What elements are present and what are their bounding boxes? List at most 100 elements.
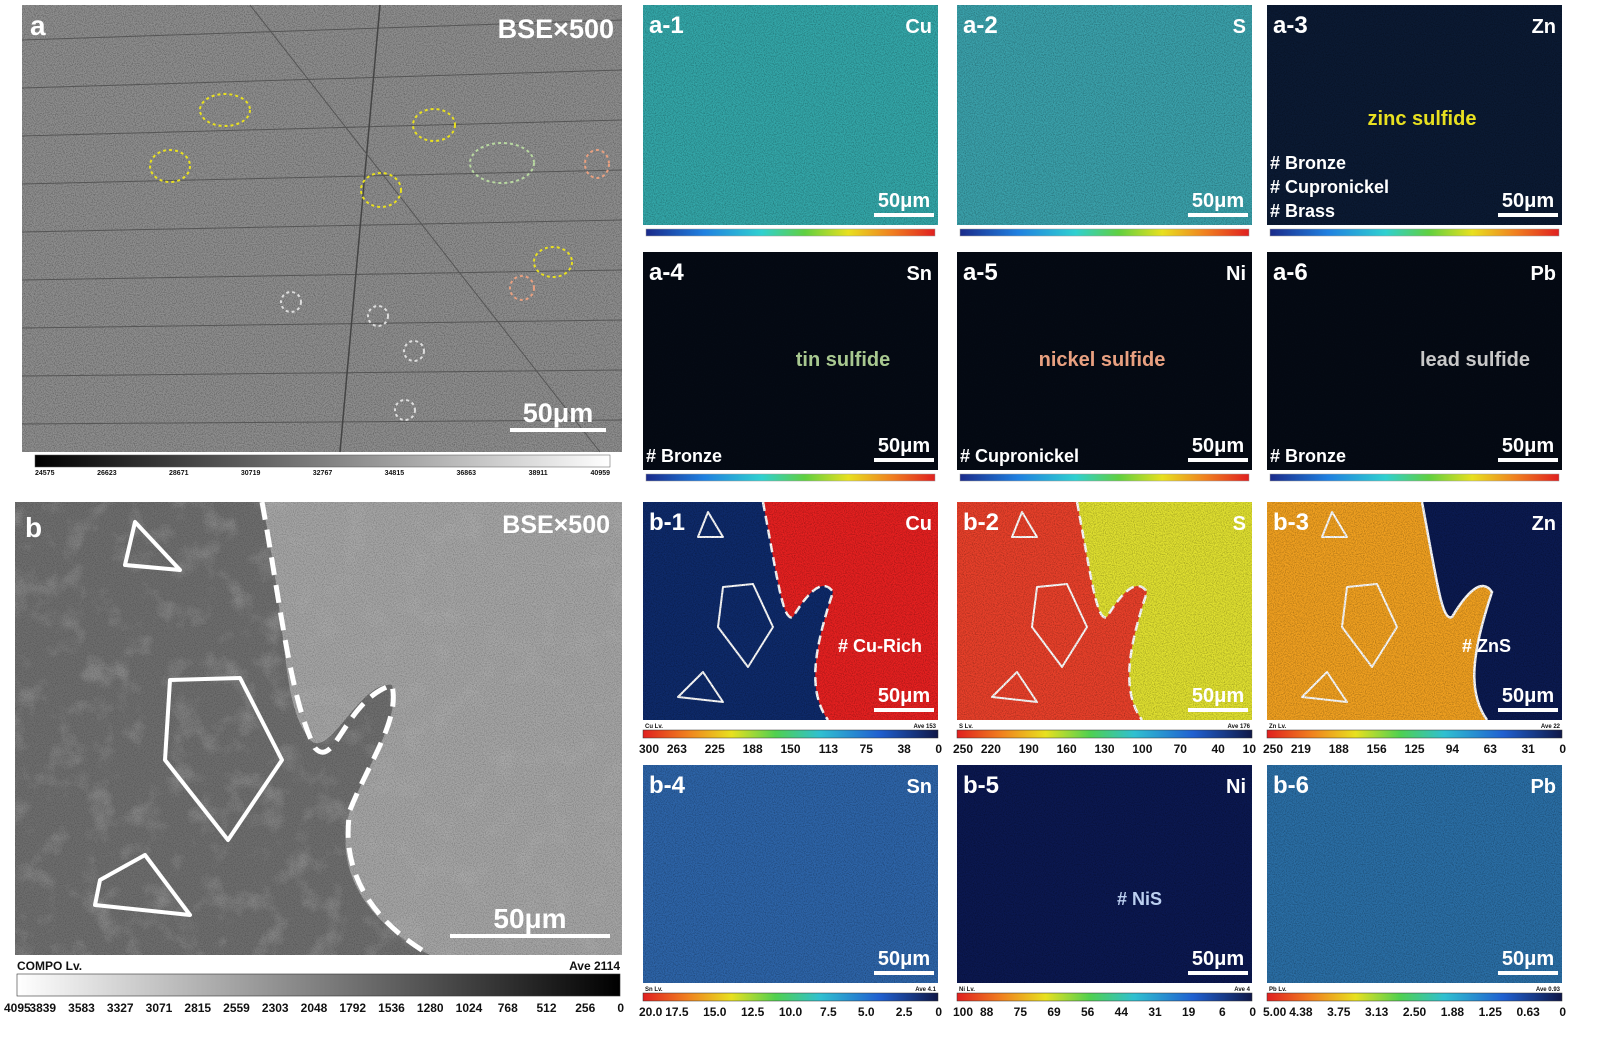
- scale-bar: [1498, 971, 1558, 975]
- scratch: [21, 219, 623, 233]
- colorbar-tick-label: 3.13: [1365, 1005, 1389, 1019]
- colorbar-tick-label: 31: [1148, 1005, 1162, 1019]
- phase-boundary: [259, 501, 432, 958]
- scale-bar: [1188, 213, 1248, 217]
- map-texture: [643, 5, 938, 225]
- region-outline: [93, 853, 192, 917]
- colorbar-tick-label: 2815: [184, 1001, 211, 1015]
- colorbar: [642, 729, 939, 739]
- highlight-ellipse: [149, 149, 191, 183]
- highlight-ellipse: [360, 172, 402, 208]
- colorbar-tick-label: 113: [819, 742, 839, 756]
- highlight-ellipse: [584, 149, 610, 179]
- scale-bar: [874, 971, 934, 975]
- scale-bar: [874, 213, 934, 217]
- highlight-ellipse: [533, 246, 573, 278]
- colorbar-tick-label: 0.63: [1516, 1005, 1540, 1019]
- colorbar-tick-label: 88: [980, 1005, 994, 1019]
- map-texture: [643, 502, 938, 720]
- colorbar-average: Ave 4: [1234, 987, 1250, 993]
- scale-bar-label: 50μm: [878, 685, 930, 707]
- scale-bar-label: 50μm: [878, 190, 930, 212]
- annotation: # Brass: [1270, 201, 1335, 221]
- colorbar-tick-label: 0: [935, 742, 942, 756]
- colorbar-tick-label: 130: [1094, 742, 1114, 756]
- colorbar-tick-label: 1280: [417, 1001, 444, 1015]
- map-texture: [1267, 502, 1562, 720]
- scratch: [21, 69, 623, 89]
- annotation: # Cupronickel: [1270, 177, 1389, 197]
- colorbar-tick-label: 34815: [385, 470, 405, 477]
- scale-bar-label: 50μm: [878, 435, 930, 457]
- scale-bar: [1188, 708, 1248, 712]
- panel-label: b: [25, 512, 42, 543]
- colorbar-tick-label: 1024: [456, 1001, 483, 1015]
- colorbar-tick-label: 1792: [339, 1001, 366, 1015]
- colorbar-tick-label: 31: [1521, 742, 1535, 756]
- colorbar-title: Cu Lv.: [645, 724, 663, 730]
- colorbar-title: Ni Lv.: [959, 987, 975, 993]
- element-label: Zn: [1532, 16, 1556, 38]
- colorbar-tick-label: 219: [1291, 742, 1311, 756]
- panel-label: a-1: [649, 12, 684, 39]
- annotation: lead sulfide: [1420, 349, 1530, 371]
- colorbar: [956, 729, 1253, 739]
- colorbar-tick-label: 300: [639, 742, 659, 756]
- colorbar: [645, 228, 936, 237]
- scratch: [21, 19, 623, 41]
- map-texture: [643, 252, 938, 470]
- colorbar: [1266, 729, 1563, 739]
- scale-bar: [510, 428, 606, 432]
- colorbar-tick-label: 38: [897, 742, 911, 756]
- colorbar-tick-label: 512: [536, 1001, 556, 1015]
- panel-label: a-3: [1273, 12, 1308, 39]
- highlight-ellipse: [469, 142, 535, 184]
- scratch: [21, 369, 623, 377]
- colorbar-tick-label: 2.50: [1403, 1005, 1427, 1019]
- map-texture: [1267, 5, 1562, 225]
- scale-bar: [450, 934, 610, 938]
- colorbar-tick-label: 56: [1081, 1005, 1095, 1019]
- colorbar-average: Ave 0.93: [1536, 987, 1561, 993]
- colorbar-tick-label: 1.88: [1441, 1005, 1465, 1019]
- map-texture: [957, 765, 1252, 983]
- scratch: [21, 169, 623, 185]
- colorbar-tick-label: 5.0: [858, 1005, 875, 1019]
- colorbar-title: COMPO Lv.: [17, 959, 82, 973]
- map-texture: [957, 502, 1252, 720]
- colorbar: [959, 228, 1250, 237]
- colorbar-tick-label: 768: [498, 1001, 518, 1015]
- colorbar: [959, 473, 1250, 482]
- colorbar-tick-label: 3327: [107, 1001, 134, 1015]
- colorbar-tick-label: 250: [1263, 742, 1283, 756]
- highlight-ellipse: [403, 340, 425, 362]
- colorbar: [642, 992, 939, 1002]
- panel-label: a: [30, 10, 46, 41]
- scale-bar: [874, 708, 934, 712]
- element-label: Sn: [906, 263, 932, 285]
- colorbar-tick-label: 100: [953, 1005, 973, 1019]
- panel-label: b-1: [649, 509, 685, 536]
- colorbar: [956, 992, 1253, 1002]
- colorbar-tick-label: 160: [1057, 742, 1077, 756]
- colorbar-tick-label: 70: [1174, 742, 1188, 756]
- colorbar: [1266, 992, 1563, 1002]
- element-label: Pb: [1530, 776, 1556, 798]
- colorbar-tick-label: 10: [1243, 742, 1257, 756]
- colorbar-tick-label: 69: [1047, 1005, 1061, 1019]
- colorbar: [34, 454, 611, 468]
- colorbar-tick-label: 12.5: [741, 1005, 765, 1019]
- imaging-mode: BSE×500: [498, 14, 614, 44]
- panel-label: b-3: [1273, 509, 1309, 536]
- colorbar-title: S Lv.: [959, 724, 973, 730]
- region-outline: [123, 520, 182, 572]
- scale-bar: [1498, 213, 1558, 217]
- colorbar-tick-label: 19: [1182, 1005, 1196, 1019]
- colorbar-tick-label: 0: [1559, 1005, 1566, 1019]
- scale-bar-label: 50μm: [1502, 948, 1554, 970]
- panel-label: b-2: [963, 509, 999, 536]
- colorbar-tick-label: 30719: [241, 470, 261, 477]
- colorbar-tick-label: 4095: [4, 1001, 31, 1015]
- scale-bar-label: 50μm: [878, 948, 930, 970]
